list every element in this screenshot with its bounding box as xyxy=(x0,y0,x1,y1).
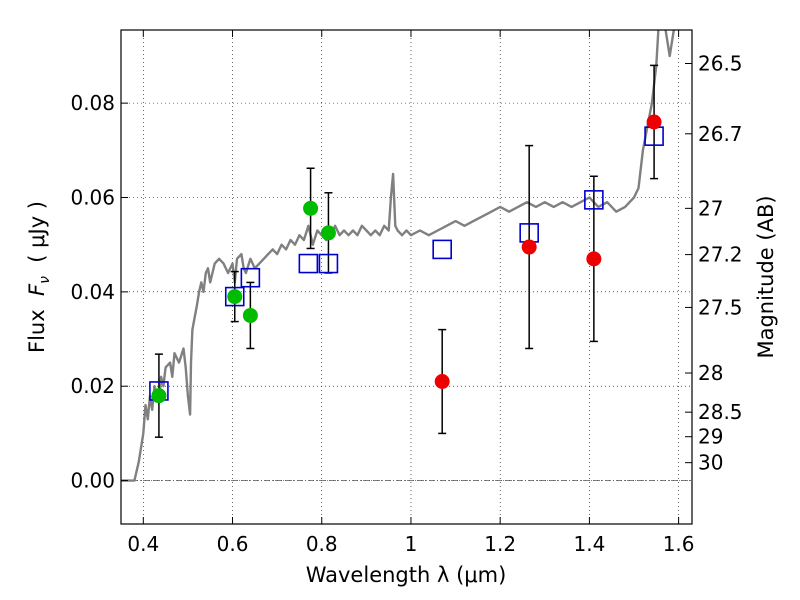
y-axis-label: Flux Fν ( μJy ) xyxy=(25,201,53,353)
model-square-point xyxy=(224,286,245,307)
y-axis-label-suffix: ( μJy ) xyxy=(25,201,49,276)
data-point xyxy=(646,114,662,130)
x-axis-label: Wavelength λ (μm) xyxy=(306,563,507,587)
series xyxy=(121,30,676,482)
right-tick-label: 28 xyxy=(698,361,723,385)
model-square-point xyxy=(298,253,319,274)
y-axis-label-prefix: Flux xyxy=(25,296,49,353)
model-square-point xyxy=(432,239,452,260)
y-tick-label: 0.00 xyxy=(70,469,115,493)
plot-frame xyxy=(120,29,693,525)
model-square-point xyxy=(318,253,339,274)
model-square-point xyxy=(584,190,604,210)
data-point xyxy=(227,289,243,305)
right-tick-label: 29 xyxy=(698,425,723,449)
y-tick-label: 0.06 xyxy=(70,185,115,209)
right-tick-label: 27.5 xyxy=(698,295,743,319)
right-tick-label: 26.5 xyxy=(698,51,743,75)
data-point xyxy=(303,200,319,216)
right-tick-label: 30 xyxy=(698,451,723,475)
x-tick-label: 1.2 xyxy=(484,532,516,556)
y-tick-label: 0.02 xyxy=(70,374,115,398)
right-axis-label: Magnitude (AB) xyxy=(754,195,778,358)
data-point xyxy=(242,307,258,323)
data-point xyxy=(586,251,602,267)
x-tick-label: 1.6 xyxy=(663,532,695,556)
y-tick-label: 0.04 xyxy=(70,280,115,304)
right-tick-label: 26.7 xyxy=(698,122,743,146)
y-tick-label: 0.08 xyxy=(70,91,115,115)
x-tick-label: 1.4 xyxy=(573,532,605,556)
data-point xyxy=(151,388,167,404)
x-tick-label: 1 xyxy=(405,532,418,556)
x-tick-label: 0.6 xyxy=(217,532,249,556)
y-axis-label-symbol: F xyxy=(25,283,49,296)
right-tick-label: 27 xyxy=(698,196,723,220)
grid xyxy=(121,30,692,524)
x-tick-label: 0.8 xyxy=(306,532,338,556)
right-tick-label: 28.5 xyxy=(698,400,743,424)
axis-ticks: 0.4 0.6 0.8 1 1.2 1.4 1.6 0.00 0.02 0.04 0.06 0.08 2… xyxy=(70,30,743,556)
y-axis-label-subscript: ν xyxy=(37,276,53,284)
data-point xyxy=(320,225,336,241)
clipped-series xyxy=(121,30,676,482)
data-point xyxy=(521,239,537,255)
x-tick-label: 0.4 xyxy=(127,532,159,556)
data-point xyxy=(434,374,450,390)
model-square-point xyxy=(240,267,261,288)
right-tick-label: 27.2 xyxy=(698,243,743,267)
